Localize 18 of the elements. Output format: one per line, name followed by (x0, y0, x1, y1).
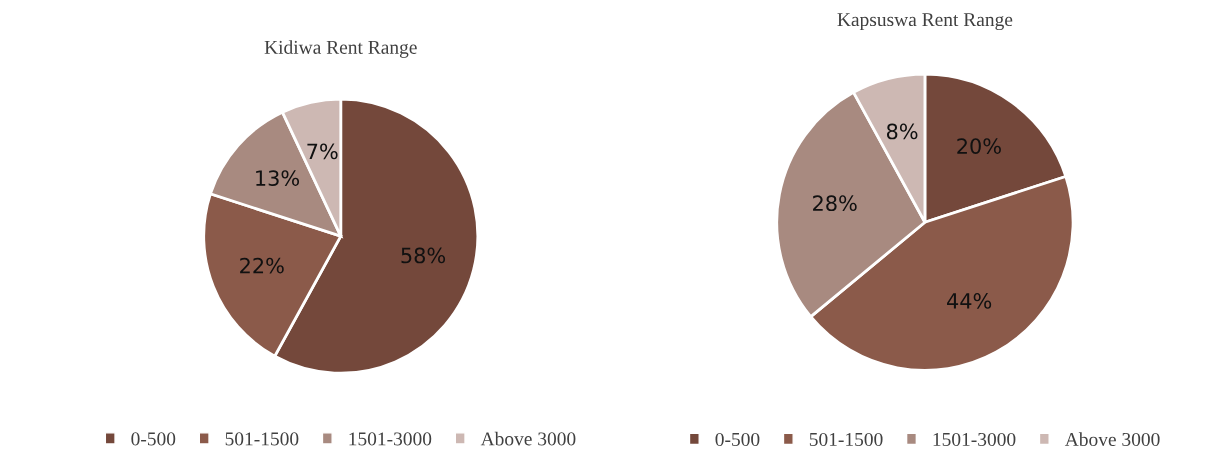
chart-title: Kapsuswa Rent Range (837, 13, 1013, 31)
data-label: 13% (256, 170, 300, 186)
legend-label: Above 3000 (1064, 432, 1160, 447)
legend-label: Above 3000 (480, 431, 576, 446)
data-label: 20% (957, 138, 1001, 154)
data-label: 58% (401, 247, 446, 264)
legend-label: 1501-3000 (349, 432, 432, 446)
legend-label: 1501-3000 (933, 432, 1016, 447)
data-label: 7% (307, 143, 338, 160)
legend-label: 0-500 (715, 432, 760, 447)
data-label: 28% (813, 195, 857, 212)
legend-label: 501-1500 (809, 432, 883, 447)
chart-title: Kidiwa Rent Range (264, 40, 417, 58)
data-label: 22% (240, 257, 284, 274)
data-label: 44% (947, 293, 992, 309)
legend-label: 0-500 (131, 432, 176, 446)
legend-label: 501-1500 (225, 432, 299, 446)
data-label: 8% (886, 123, 918, 140)
